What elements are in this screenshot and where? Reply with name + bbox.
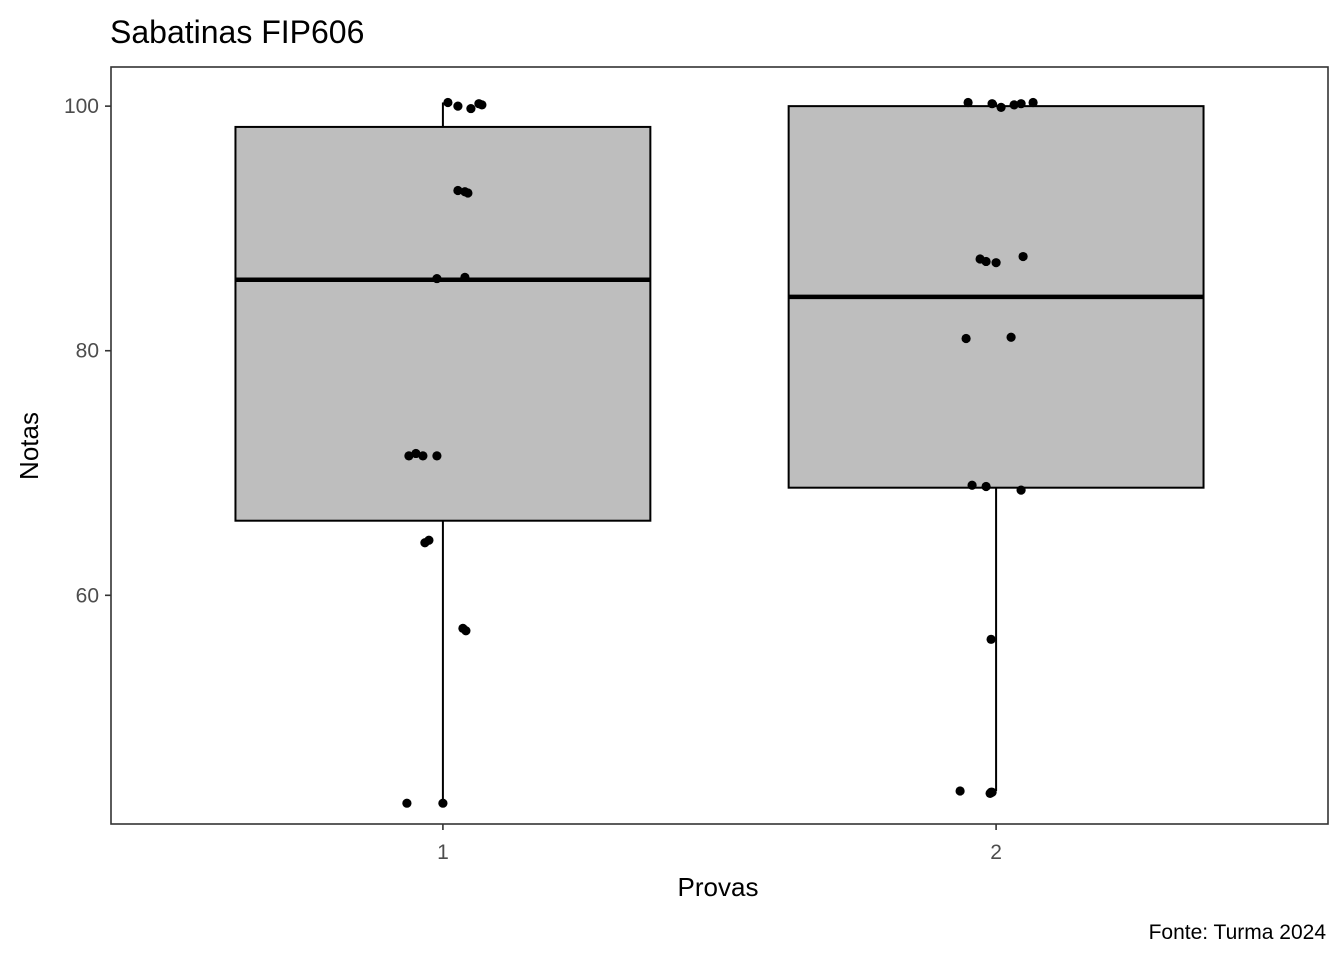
data-point [460,187,470,197]
y-axis-title: Notas [14,412,44,480]
y-tick-label: 60 [76,584,99,607]
data-point [1009,100,1019,110]
data-point [981,481,991,492]
data-point [477,100,487,110]
x-tick-label: 1 [437,841,449,864]
data-point [987,787,997,797]
data-point [453,185,463,196]
points-group-1 [402,97,487,808]
chart-caption: Fonte: Turma 2024 [1149,921,1327,944]
y-tick-label: 100 [64,95,99,118]
data-point [402,798,412,808]
data-point [1016,485,1026,495]
chart-title: Sabatinas FIP606 [110,14,364,50]
data-point [438,798,448,808]
plot-area [234,97,1205,808]
y-tick-label: 80 [76,340,99,363]
data-point [432,451,442,461]
data-point [986,634,996,644]
data-point [411,448,421,459]
x-axis-title: Provas [678,872,759,902]
data-point [961,333,971,344]
data-point [460,272,470,282]
panel-border [110,66,1329,825]
box-iqr [234,125,652,522]
data-point [461,626,471,636]
data-point [1018,251,1028,262]
data-point [955,786,965,796]
data-point [967,480,977,490]
data-point [1016,99,1026,109]
box-group-2 [787,102,1205,791]
data-point [424,535,434,545]
data-point [1028,97,1038,108]
data-point [996,102,1006,112]
x-tick-label: 2 [990,841,1002,864]
data-point [432,273,442,284]
data-point [443,97,453,108]
data-point [963,97,973,108]
data-point [987,99,997,109]
data-point [981,256,991,267]
data-point [1006,332,1016,342]
data-point [418,451,428,461]
data-point [991,258,1001,268]
data-point [404,451,414,461]
axes: 60 80 100 1 2 [64,66,1329,864]
data-point [466,103,476,114]
data-point [453,101,463,111]
box-group-1 [234,102,652,804]
points-group-2 [955,97,1038,799]
